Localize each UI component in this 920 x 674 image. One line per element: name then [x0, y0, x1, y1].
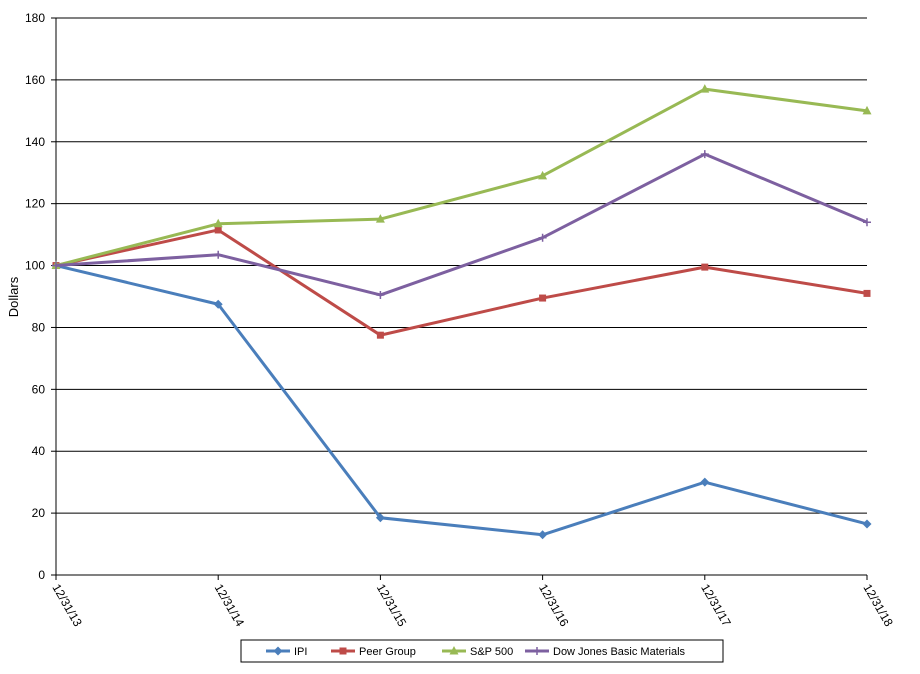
data-point-dow-jones-basic-materials: [863, 218, 871, 227]
data-point-ipi: [862, 519, 872, 529]
data-point-dow-jones-basic-materials: [214, 250, 223, 259]
data-point-peer-group: [863, 289, 871, 297]
series-line-dow-jones-basic-materials: [55, 152, 868, 297]
data-point-ipi: [375, 513, 385, 523]
x-tick-label: 12/31/16: [536, 582, 572, 630]
legend-marker: [533, 647, 541, 655]
series-line-s-p-500: [55, 87, 868, 268]
legend-marker: [339, 647, 347, 655]
legend-item-ipi: IPI: [266, 646, 307, 658]
y-tick-label: 40: [32, 444, 46, 458]
x-tick-label: 12/31/18: [860, 582, 896, 630]
y-tick-label: 180: [25, 11, 45, 25]
data-point-dow-jones-basic-materials: [376, 290, 385, 299]
data-point-s-p-500: [213, 218, 223, 228]
legend-item-peer-group: Peer Group: [331, 646, 416, 658]
data-point-peer-group: [376, 331, 384, 339]
series-line-peer-group: [55, 228, 868, 337]
data-point-s-p-500: [862, 105, 872, 115]
series-peer-group: [52, 226, 871, 339]
x-tick-label: 12/31/14: [212, 582, 248, 630]
y-tick-label: 100: [25, 259, 45, 273]
x-tick-label: 12/31/13: [49, 582, 85, 630]
y-tick-label: 60: [32, 382, 46, 396]
data-point-dow-jones-basic-materials: [700, 150, 709, 159]
data-point-peer-group: [701, 263, 709, 271]
legend-label: IPI: [294, 646, 307, 658]
data-point-ipi: [700, 477, 710, 487]
y-tick-label: 0: [38, 568, 45, 582]
data-point-s-p-500: [375, 214, 385, 223]
legend-item-s-p-500: S&P 500: [442, 646, 513, 658]
data-point-s-p-500: [538, 170, 548, 180]
series-layer: [51, 84, 872, 540]
x-tick-label: 12/31/17: [698, 582, 734, 630]
data-point-peer-group: [539, 294, 547, 302]
y-tick-label: 80: [32, 320, 46, 334]
x-axis-ticks: 12/31/13 12/31/14 12/31/15 12/31/16 12/31/17…: [49, 575, 896, 629]
series-line-ipi: [55, 264, 868, 537]
legend-label: Dow Jones Basic Materials: [553, 646, 686, 658]
data-point-dow-jones-basic-materials: [52, 261, 60, 270]
data-point-ipi: [538, 530, 548, 540]
y-axis-ticks: 0 20 40 60 80 100 120 140 160 180: [25, 11, 56, 582]
legend-marker: [273, 646, 283, 656]
axes: [55, 18, 867, 576]
x-tick-label: 12/31/15: [374, 582, 410, 630]
series-ipi: [51, 261, 872, 540]
legend-marker: [449, 646, 459, 655]
y-tick-label: 120: [25, 197, 45, 211]
y-tick-label: 140: [25, 135, 45, 149]
legend-label: Peer Group: [359, 646, 416, 658]
series-dow-jones-basic-materials: [52, 150, 871, 299]
y-tick-label: 20: [32, 506, 46, 520]
y-tick-label: 160: [25, 73, 45, 87]
series-s-p-500: [51, 84, 872, 270]
y-axis-title: Dollars: [6, 276, 21, 317]
legend-box: [240, 639, 724, 663]
legend-item-dow-jones-basic-materials: Dow Jones Basic Materials: [525, 646, 686, 658]
data-point-dow-jones-basic-materials: [538, 233, 547, 242]
legend-label: S&P 500: [470, 646, 513, 658]
data-point-s-p-500: [700, 84, 710, 93]
data-point-ipi: [213, 299, 223, 309]
data-point-peer-group: [214, 226, 222, 234]
legend: IPI Peer Group S&P 500 Dow Jones Basic Mate…: [240, 639, 724, 663]
